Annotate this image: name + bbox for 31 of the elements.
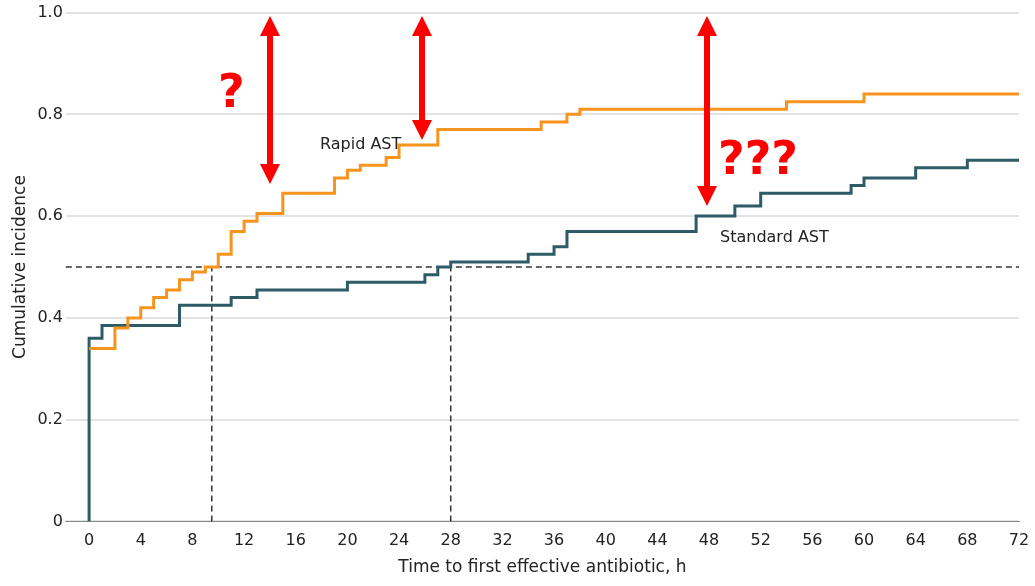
x-tick-label: 28 bbox=[440, 530, 461, 550]
x-tick-label: 0 bbox=[84, 530, 95, 550]
x-axis-title: Time to first effective antibiotic, h bbox=[397, 556, 687, 577]
y-tick-label: 0.2 bbox=[37, 408, 63, 428]
x-tick-label: 4 bbox=[135, 530, 146, 550]
x-tick-label: 12 bbox=[233, 530, 255, 550]
x-tick-label: 48 bbox=[698, 530, 720, 550]
x-tick-label: 16 bbox=[285, 530, 306, 550]
x-tick-label: 60 bbox=[853, 530, 875, 550]
series-label: Rapid AST bbox=[320, 134, 402, 154]
x-tick-label: 44 bbox=[647, 530, 668, 550]
x-tick-label: 72 bbox=[1008, 530, 1030, 550]
x-tick-label: 52 bbox=[750, 530, 771, 550]
y-tick-label: 0.8 bbox=[37, 103, 63, 123]
x-tick-label: 64 bbox=[905, 530, 926, 550]
x-tick-label: 8 bbox=[187, 530, 198, 550]
x-tick-label: 68 bbox=[957, 530, 978, 550]
y-tick-label: 0 bbox=[52, 510, 63, 530]
series-label: Standard AST bbox=[720, 227, 829, 247]
x-tick-label: 24 bbox=[388, 530, 410, 550]
x-tick-label: 20 bbox=[337, 530, 358, 550]
annotation: ? bbox=[218, 64, 245, 118]
x-tick-label: 36 bbox=[543, 530, 565, 550]
y-tick-label: 0.6 bbox=[37, 205, 63, 225]
x-tick-label: 56 bbox=[802, 530, 823, 550]
x-tick-label: 32 bbox=[492, 530, 513, 550]
y-tick-label: 1.0 bbox=[37, 1, 63, 21]
x-tick-label: 40 bbox=[595, 530, 616, 550]
y-axis-title: Cumulative incidence bbox=[8, 175, 29, 359]
annotation: ??? bbox=[718, 131, 799, 185]
y-tick-label: 0.4 bbox=[37, 307, 63, 327]
